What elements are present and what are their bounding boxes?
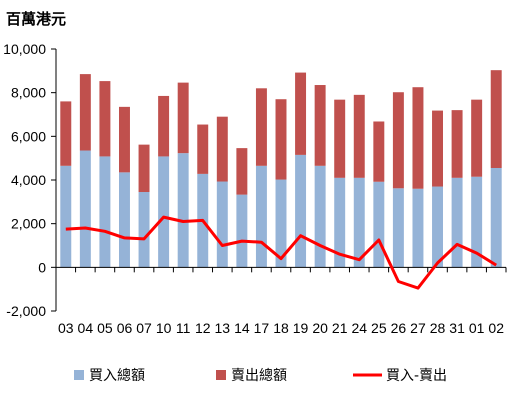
bar-buy <box>60 165 72 268</box>
x-tick-label: 24 <box>351 320 367 336</box>
y-axis-tick-labels: -2,000 0 2,000 4,000 6,000 8,000 10,000 <box>3 41 46 319</box>
x-tick-label: 19 <box>293 320 309 336</box>
y-axis-tick-marks <box>51 48 56 312</box>
x-tick-label: 07 <box>136 320 152 336</box>
x-tick-label: 03 <box>58 320 74 336</box>
bar-buy <box>334 177 346 268</box>
legend-label-buy: 買入總額 <box>89 367 145 384</box>
bar-sell <box>99 81 111 157</box>
bar-buy <box>314 165 326 268</box>
bar-buy <box>295 154 307 268</box>
bar-buy <box>373 181 385 268</box>
bar-buy <box>158 156 170 268</box>
bar-buy <box>490 167 502 268</box>
y-tick-label: 10,000 <box>3 41 46 57</box>
bar-sell <box>275 99 287 180</box>
bar-sell <box>490 70 502 168</box>
x-tick-label: 31 <box>449 320 465 336</box>
x-axis-tick-marks <box>55 267 507 273</box>
bar-sell <box>255 88 267 166</box>
x-axis-tick-labels: 03 04 05 06 07 10 11 12 13 14 17 18 19 20 21 24 25 26 27 28… <box>58 320 504 336</box>
x-tick-label: 18 <box>273 320 289 336</box>
y-tick-label: 8,000 <box>11 85 46 101</box>
bar-buy <box>392 188 404 268</box>
y-tick-label: 0 <box>38 259 46 275</box>
x-tick-label: 04 <box>78 320 94 336</box>
y-tick-label: -2,000 <box>6 303 46 319</box>
x-tick-label: 25 <box>371 320 387 336</box>
x-tick-label: 10 <box>156 320 172 336</box>
bar-sell <box>334 99 346 178</box>
bar-buy <box>79 150 91 268</box>
x-tick-label: 05 <box>97 320 113 336</box>
bar-buy <box>412 188 424 268</box>
bar-buy <box>353 177 365 268</box>
x-tick-label: 11 <box>176 320 191 336</box>
bar-buy <box>119 172 130 268</box>
legend-swatch-buy <box>74 370 84 380</box>
y-tick-label: 2,000 <box>11 216 46 232</box>
bar-buy <box>99 156 111 268</box>
bar-sell <box>216 116 228 182</box>
x-tick-label: 01 <box>469 320 485 336</box>
bar-sell <box>158 95 170 157</box>
series-line-net <box>65 215 497 290</box>
bar-buy <box>255 165 267 268</box>
bar-sell <box>236 148 248 195</box>
bar-sell <box>471 99 483 177</box>
x-tick-label: 21 <box>332 320 348 336</box>
bar-buy <box>432 186 443 268</box>
bar-sell <box>119 106 130 173</box>
x-tick-label: 28 <box>430 320 446 336</box>
bar-sell <box>177 82 189 154</box>
legend-label-net: 買入-賣出 <box>386 368 447 384</box>
x-tick-label: 26 <box>391 320 407 336</box>
bar-sell <box>138 144 150 193</box>
bar-sell <box>353 94 365 178</box>
chart-title: 百萬港元 <box>6 10 66 28</box>
bar-buy <box>471 176 483 268</box>
bar-sell <box>314 85 326 166</box>
x-tick-label: 02 <box>488 320 504 336</box>
bar-sell <box>373 121 385 182</box>
x-tick-label: 12 <box>195 320 211 336</box>
bar-sell <box>79 74 91 151</box>
bar-buy <box>275 179 287 268</box>
x-tick-label: 27 <box>410 320 426 336</box>
legend-label-sell: 賣出總額 <box>231 367 287 384</box>
bar-sell <box>60 101 72 166</box>
bar-sell <box>197 124 209 174</box>
bar-buy <box>451 177 463 268</box>
legend: 買入總額 賣出總額 買入-賣出 <box>74 367 447 384</box>
x-tick-label: 17 <box>254 320 270 336</box>
x-tick-label: 13 <box>215 320 231 336</box>
bar-sell <box>451 110 463 178</box>
bar-sell <box>392 92 404 189</box>
x-tick-label: 14 <box>234 320 250 336</box>
bar-sell <box>432 110 443 187</box>
legend-swatch-sell <box>216 370 226 380</box>
y-tick-label: 6,000 <box>11 128 46 144</box>
x-tick-label: 06 <box>117 320 133 336</box>
bar-buy <box>236 194 248 268</box>
bar-buy <box>177 153 189 268</box>
bar-buy <box>216 181 228 268</box>
x-tick-label: 20 <box>312 320 328 336</box>
bar-sell <box>295 72 307 155</box>
bar-sell <box>412 87 424 189</box>
y-tick-label: 4,000 <box>11 172 46 188</box>
bar-buy <box>138 192 150 268</box>
